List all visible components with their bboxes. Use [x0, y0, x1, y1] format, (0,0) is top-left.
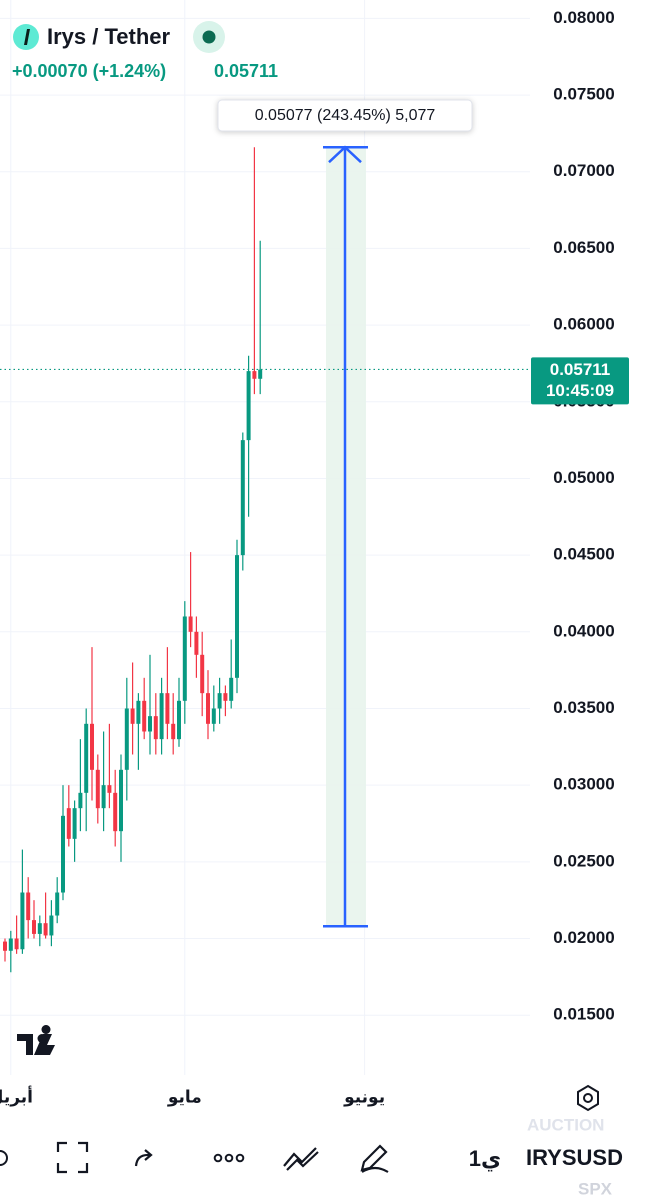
candle-body	[55, 892, 60, 916]
candle-body	[136, 700, 141, 724]
pen-icon[interactable]	[360, 1144, 389, 1173]
y-tick-label: 0.04000	[553, 621, 614, 640]
last-price-tag	[531, 357, 629, 405]
x-tick-label: أبريل	[0, 1085, 33, 1107]
y-tick-label: 0.06000	[553, 315, 614, 334]
x-tick-label: مايو	[167, 1087, 202, 1107]
candle-body	[235, 555, 239, 678]
y-tick-label: 0.01500	[553, 1005, 614, 1024]
y-tick-label: 0.02000	[553, 928, 614, 947]
candle-body	[66, 808, 71, 839]
status-dot	[202, 30, 216, 44]
candle-body	[258, 369, 263, 379]
candle-body	[124, 708, 129, 770]
interval-button[interactable]: 1ي	[469, 1146, 501, 1172]
symbol-icon-glyph	[24, 29, 30, 45]
y-tick-label: 0.05000	[553, 468, 614, 487]
candle-body	[3, 941, 7, 951]
y-tick-label: 0.06500	[553, 238, 614, 257]
tv-logo-dot	[37, 1034, 47, 1043]
redo-icon[interactable]	[134, 1149, 153, 1167]
last-price-text: 0.05711	[214, 61, 278, 81]
left-icon[interactable]	[0, 1150, 8, 1166]
candle-body	[171, 723, 176, 740]
candle-body	[20, 892, 25, 950]
candle-body	[107, 785, 112, 793]
candle-body	[159, 693, 164, 740]
more-icon[interactable]	[213, 1153, 245, 1163]
candle-body	[200, 654, 205, 694]
candle-body	[194, 631, 199, 655]
candle-body	[142, 700, 147, 732]
index-label: SPX	[578, 1179, 613, 1198]
candle-body	[211, 708, 216, 724]
candle-body	[252, 371, 257, 379]
tv-logo	[17, 1025, 55, 1055]
y-tick-label: 0.03500	[553, 698, 614, 717]
candle-body	[49, 915, 54, 936]
candle-body	[217, 693, 222, 709]
candle-body	[153, 716, 158, 740]
candle-body	[229, 677, 234, 701]
candle-body	[206, 693, 210, 724]
candle-body	[43, 923, 48, 936]
candle-body	[72, 808, 77, 839]
candle-body	[61, 815, 65, 893]
countdown: 10:45:09	[546, 381, 614, 400]
fullscreen-icon[interactable]	[56, 1141, 89, 1174]
candle-body	[78, 792, 83, 809]
candle-body	[8, 938, 13, 951]
ticker-button[interactable]: IRYSUSD	[526, 1145, 623, 1170]
change-text: +0.00070 (+1.24%)	[12, 61, 166, 81]
candle-body	[95, 769, 100, 809]
plot-area: 0.01500 0.02000 0.02500 0.03000 0.03500 0.040…	[0, 0, 629, 1107]
candle-body	[90, 723, 94, 770]
candle-body	[26, 892, 31, 921]
candle-body	[246, 371, 251, 441]
y-tick-label: 0.02500	[553, 851, 614, 870]
measure-label-box	[217, 99, 473, 132]
candle-body	[182, 616, 187, 701]
candle-body	[32, 920, 36, 934]
candle-body	[14, 938, 19, 950]
candle-body	[223, 693, 228, 701]
candle-body	[119, 769, 123, 832]
measure-label: 0.05077 (243.45%) 5,077	[255, 107, 436, 124]
candle-body	[101, 785, 106, 809]
symbol-title[interactable]: Irys / Tether	[47, 24, 171, 49]
drawing-tools-icon[interactable]	[283, 1147, 319, 1171]
settings-icon-center	[583, 1093, 593, 1103]
measure-arrow	[328, 145, 362, 164]
candle-body	[130, 708, 135, 724]
y-tick-label: 0.04500	[553, 545, 614, 564]
candle-body	[84, 723, 89, 793]
candle-body	[113, 792, 118, 832]
candle-body	[148, 716, 152, 732]
settings-icon[interactable]	[577, 1084, 599, 1112]
candle-body	[240, 440, 245, 556]
candle-body	[165, 693, 170, 724]
session-label: AUCTION	[527, 1115, 604, 1134]
last-price-tag-value: 0.05711	[550, 360, 611, 379]
y-tick-label: 0.07000	[553, 161, 614, 180]
candle-body	[188, 616, 193, 632]
candle-body	[37, 923, 42, 934]
candle-body	[177, 700, 181, 740]
y-tick-label: 0.08000	[553, 8, 614, 27]
y-tick-label: 0.03000	[553, 775, 614, 794]
y-tick-label: 0.07500	[553, 85, 614, 104]
x-tick-label: يونيو	[343, 1087, 385, 1107]
